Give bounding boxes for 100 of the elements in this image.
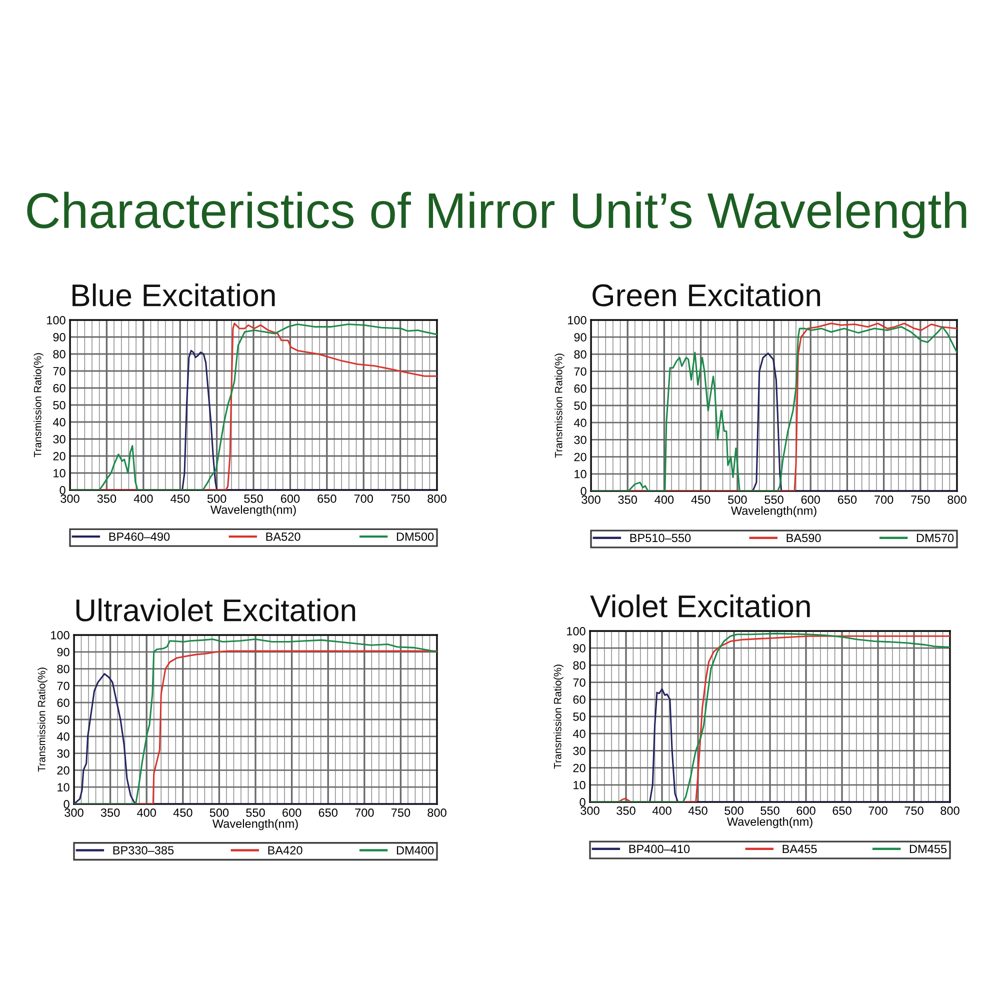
x-tick-label: 800 [428, 494, 446, 503]
y-tick-label: 0 [64, 800, 70, 808]
x-tick-label: 350 [100, 808, 120, 817]
x-tick-label: 750 [904, 806, 924, 815]
y-tick-label: 90 [57, 648, 70, 656]
x-tick-label: 500 [728, 495, 747, 504]
x-tick-label: 500 [724, 806, 744, 815]
x-axis-title: Wavelength(nm) [726, 817, 812, 828]
x-tick-label: 350 [97, 494, 116, 503]
x-tick-label: 800 [948, 495, 966, 504]
legend-label: BP460–490 [109, 532, 170, 541]
y-tick-label: 0 [580, 487, 586, 496]
y-tick-label: 40 [52, 418, 66, 426]
legend-label: BA590 [786, 534, 821, 542]
legend-label: DM570 [916, 534, 954, 542]
x-tick-label: 300 [580, 806, 600, 815]
y-tick-label: 20 [53, 452, 66, 460]
x-tick-label: 650 [838, 495, 857, 504]
y-tick-label: 20 [573, 764, 586, 772]
x-tick-label: 550 [244, 494, 263, 503]
y-tick-label: 50 [53, 401, 66, 410]
y-axis-title: Transmission Ratio(%) [34, 353, 44, 458]
y-tick-label: 30 [574, 436, 586, 444]
x-tick-label: 700 [868, 806, 888, 815]
x-tick-label: 400 [137, 808, 156, 817]
y-tick-label: 100 [51, 631, 70, 640]
text: Characteristics of Mirror Unit’s Wavelength [27, 192, 966, 238]
x-tick-label: 650 [832, 806, 852, 815]
y-tick-label: 80 [53, 350, 66, 358]
x-tick-label: 400 [134, 494, 153, 503]
x-tick-label: 300 [60, 494, 80, 503]
legend-label: BP330–385 [113, 846, 174, 854]
y-tick-label: 40 [56, 732, 70, 741]
x-axis-title: Wavelength(nm) [730, 506, 816, 518]
y-axis-title: Transmission Ratio(%) [554, 664, 564, 769]
y-tick-label: 100 [47, 316, 66, 324]
y-tick-label: 60 [57, 698, 70, 707]
x-tick-label: 750 [391, 494, 410, 503]
x-tick-label: 450 [691, 495, 710, 504]
y-tick-label: 40 [572, 730, 586, 738]
x-tick-label: 450 [173, 808, 192, 817]
legend-label: BA455 [782, 844, 817, 854]
y-tick-label: 80 [574, 350, 586, 359]
x-tick-label: 350 [618, 495, 637, 504]
y-tick-label: 100 [568, 316, 586, 324]
y-tick-label: 40 [574, 418, 586, 427]
y-tick-label: 80 [573, 661, 586, 670]
x-tick-label: 700 [355, 808, 374, 817]
x-tick-label: 650 [318, 808, 338, 817]
x-axis-title: Wavelength(nm) [212, 819, 298, 830]
y-tick-label: 30 [53, 435, 66, 444]
y-tick-label: 10 [58, 783, 70, 792]
y-tick-label: 50 [57, 716, 70, 724]
x-tick-label: 650 [318, 494, 336, 503]
legend-label: DM455 [910, 844, 947, 854]
x-tick-label: 300 [64, 808, 84, 817]
x-tick-label: 450 [688, 806, 708, 815]
x-tick-label: 800 [940, 806, 960, 815]
x-tick-label: 350 [616, 806, 636, 815]
legend-label: BA520 [266, 532, 300, 541]
legend-label: BP400–410 [629, 844, 690, 854]
y-tick-label: 80 [57, 664, 70, 674]
y-tick-label: 60 [53, 384, 66, 392]
y-tick-label: 10 [574, 780, 586, 790]
y-tick-label: 30 [57, 749, 70, 758]
y-tick-label: 20 [57, 766, 70, 775]
x-tick-label: 750 [911, 495, 930, 504]
x-tick-label: 700 [874, 495, 894, 504]
y-tick-label: 70 [573, 678, 586, 687]
x-tick-label: 600 [282, 808, 302, 817]
x-tick-label: 550 [246, 808, 265, 817]
y-tick-label: 0 [580, 798, 586, 806]
y-tick-label: 60 [574, 384, 586, 393]
y-tick-label: 20 [574, 452, 586, 462]
y-tick-label: 70 [574, 367, 586, 376]
x-tick-label: 400 [654, 495, 674, 504]
y-tick-label: 90 [573, 644, 586, 652]
x-tick-label: 400 [652, 806, 672, 815]
y-tick-label: 90 [574, 333, 586, 342]
y-tick-label: 60 [573, 695, 586, 704]
chart-title: Green Excitation [592, 283, 820, 306]
chart-title: Blue Excitation [72, 283, 275, 306]
x-tick-label: 500 [207, 494, 226, 503]
x-tick-label: 600 [280, 494, 300, 503]
y-tick-label: 50 [574, 402, 586, 410]
y-tick-label: 100 [567, 627, 586, 636]
y-axis-title: Transmission Ratio(%) [38, 668, 48, 772]
x-tick-label: 450 [170, 494, 190, 503]
y-tick-label: 0 [60, 486, 66, 494]
legend-label: DM400 [396, 846, 434, 854]
legend-label: BA420 [268, 846, 302, 854]
x-tick-label: 700 [354, 494, 373, 503]
y-tick-label: 10 [574, 470, 586, 478]
x-tick-label: 500 [210, 808, 229, 817]
y-tick-label: 70 [57, 682, 70, 690]
x-tick-label: 550 [764, 495, 784, 504]
chart-title: Violet Excitation [590, 594, 810, 618]
legend-label: BP510–550 [630, 534, 691, 542]
y-tick-label: 10 [54, 469, 66, 478]
y-tick-label: 90 [53, 333, 66, 342]
